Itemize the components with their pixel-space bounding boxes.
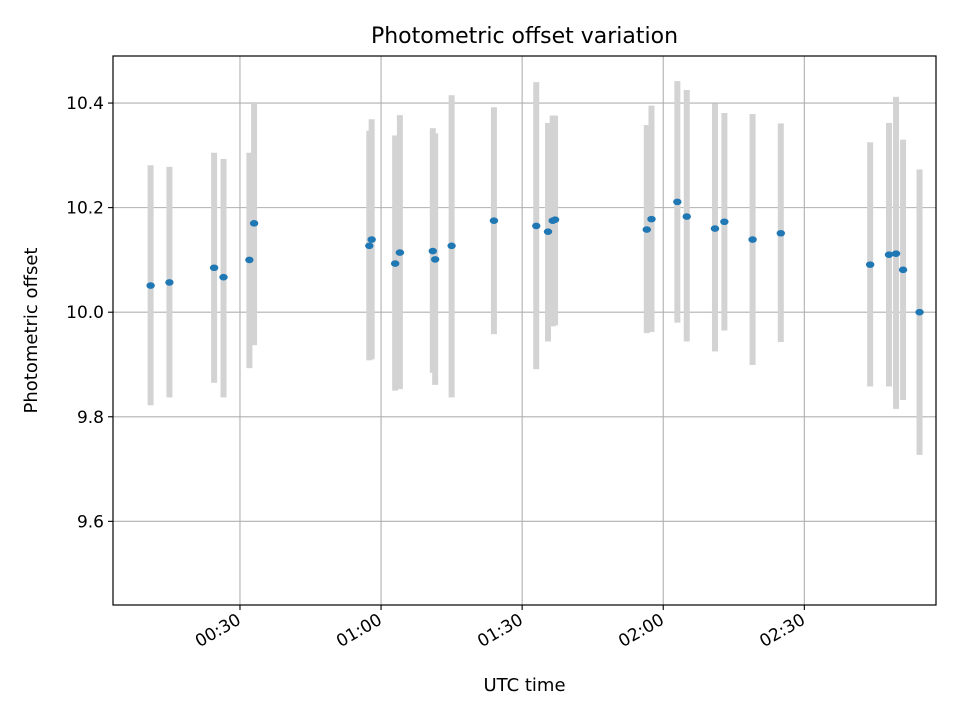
data-point	[245, 256, 254, 264]
data-point	[447, 242, 456, 250]
grid	[113, 56, 936, 605]
data-point	[249, 220, 259, 227]
data-point	[915, 308, 924, 316]
data-point	[647, 215, 656, 223]
data-point	[865, 261, 875, 268]
data-point	[710, 225, 720, 232]
data-point	[489, 217, 499, 224]
y-tick-label: 10.0	[66, 303, 104, 323]
data-point	[748, 236, 757, 243]
y-axis-ticks: 9.6 9.8 10.0 10.2 10.4	[66, 94, 113, 532]
data-point	[898, 266, 908, 274]
data-point	[550, 216, 560, 223]
y-tick-label: 10.4	[66, 94, 104, 114]
y-tick-label: 10.2	[66, 199, 104, 219]
data-point	[428, 247, 437, 255]
plot-frame	[112, 55, 937, 606]
data-point	[395, 249, 405, 256]
data-point	[365, 242, 374, 250]
data-point	[673, 198, 682, 206]
data-point	[165, 279, 174, 286]
data-point	[430, 256, 440, 263]
data-point	[146, 282, 155, 289]
x-axis-label: UTC time	[483, 675, 565, 696]
y-axis-label: Photometric offset	[21, 248, 42, 414]
data-points	[146, 198, 924, 316]
data-point	[642, 226, 651, 233]
chart-title: Photometric offset variation	[371, 24, 678, 49]
data-point	[209, 264, 219, 272]
data-point	[891, 250, 901, 257]
data-point	[367, 236, 376, 243]
data-point	[543, 228, 553, 235]
data-point	[682, 213, 691, 220]
data-point	[390, 260, 400, 267]
data-point	[884, 251, 894, 258]
y-tick-label: 9.6	[77, 512, 104, 532]
y-tick-label: 9.8	[77, 408, 104, 428]
data-point	[219, 273, 228, 281]
data-point	[720, 218, 729, 226]
data-point	[776, 229, 786, 237]
data-point	[532, 222, 541, 230]
